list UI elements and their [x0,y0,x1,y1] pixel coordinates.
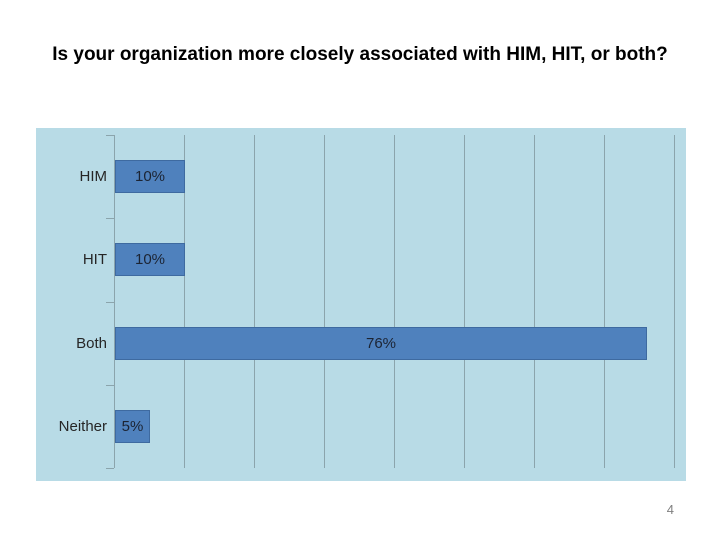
data-label: 5% [121,418,144,435]
gridline [674,135,675,468]
axis-tick [106,135,114,136]
gridline [604,135,605,468]
gridline [184,135,185,468]
gridline [254,135,255,468]
gridline [464,135,465,468]
bar-him: 10% [115,160,185,193]
category-axis-labels: HIM HIT Both Neither [36,135,107,468]
category-label-both: Both [76,335,107,353]
bar-hit: 10% [115,243,185,276]
axis-tick [106,218,114,219]
bar-neither: 5% [115,410,150,443]
category-label-neither: Neither [58,418,107,436]
data-label: 10% [134,251,166,268]
category-axis-line [114,135,115,468]
category-label-him: HIM [79,168,108,186]
slide-title: Is your organization more closely associ… [52,44,668,65]
data-label: 76% [365,335,397,352]
gridline [534,135,535,468]
page-number: 4 [666,502,674,517]
category-label-hit: HIT [82,251,107,269]
gridline [324,135,325,468]
axis-tick [106,302,114,303]
axis-tick [106,385,114,386]
bar-chart: HIM HIT Both Neither 10% 10% 76% 5% [36,128,686,481]
gridline [394,135,395,468]
axis-tick [106,468,114,469]
plot-area: 10% 10% 76% 5% [106,135,675,469]
bar-both: 76% [115,327,647,360]
data-label: 10% [134,168,166,185]
